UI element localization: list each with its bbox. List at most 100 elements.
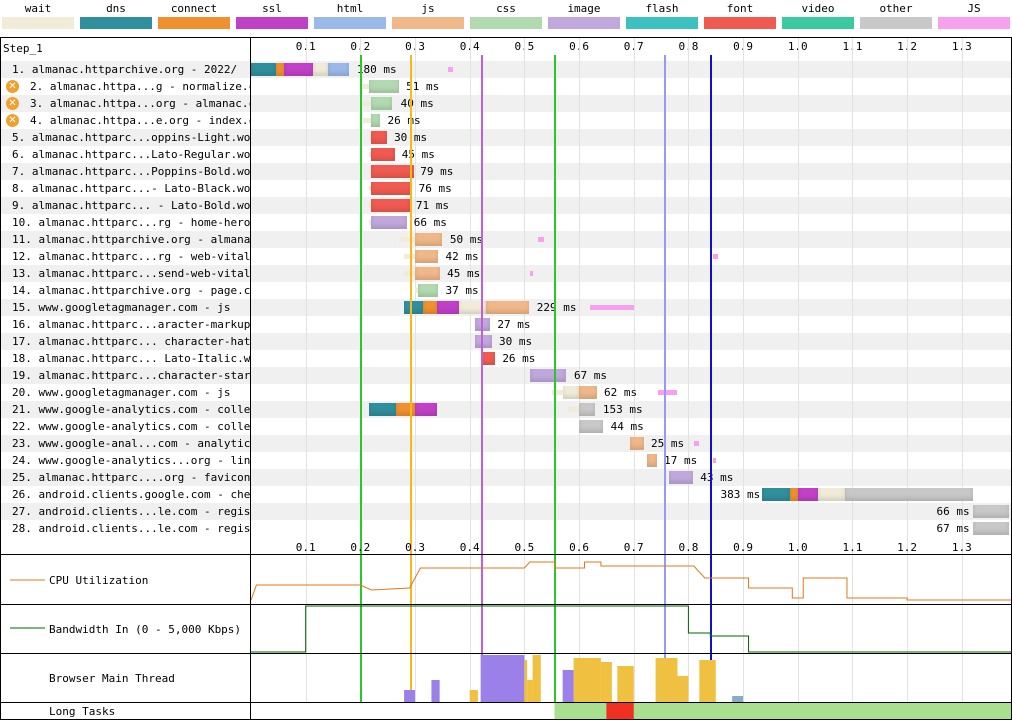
legend-label: flash bbox=[645, 2, 679, 15]
tick-label: 0.6 bbox=[569, 541, 589, 554]
label-divider bbox=[250, 37, 251, 720]
request-label: 6. almanac.httparc...Lato-Regular.woff2 bbox=[12, 148, 250, 161]
request-row[interactable]: 27. android.clients...le.com - register3 bbox=[0, 503, 1012, 520]
request-row[interactable]: 13. almanac.httparc...send-web-vitals.js bbox=[0, 265, 1012, 282]
timing-segment bbox=[529, 369, 567, 382]
request-label: 19. almanac.httparc...character-star.png bbox=[12, 369, 250, 382]
request-row[interactable]: ✕ 3. almanac.httpa...org - almanac.css bbox=[0, 95, 1012, 112]
request-label: 13. almanac.httparc...send-web-vitals.js bbox=[12, 267, 250, 280]
request-row[interactable]: 8. almanac.httparc...- Lato-Black.woff2 bbox=[0, 180, 1012, 197]
request-row[interactable]: 16. almanac.httparc...aracter-markup.png bbox=[0, 316, 1012, 333]
milestone-line bbox=[360, 55, 363, 702]
tick-label: 0.7 bbox=[623, 541, 644, 554]
request-duration: 44 ms bbox=[610, 420, 644, 433]
request-duration: 37 ms bbox=[445, 284, 479, 297]
request-row[interactable]: 10. almanac.httparc...rg - home-hero.png bbox=[0, 214, 1012, 231]
request-label: 18. almanac.httparc... Lato-Italic.woff2 bbox=[12, 352, 250, 365]
timing-segment bbox=[404, 254, 415, 259]
legend-swatch bbox=[2, 17, 74, 29]
request-row[interactable]: 7. almanac.httparc...Poppins-Bold.woff2 bbox=[0, 163, 1012, 180]
request-row[interactable]: 19. almanac.httparc...character-star.png bbox=[0, 367, 1012, 384]
timing-segment bbox=[475, 335, 492, 348]
request-label: 20. www.googletagmanager.com - js bbox=[12, 386, 231, 399]
timing-segment bbox=[398, 237, 416, 242]
request-label: 25. almanac.httparc....org - favicon.ico bbox=[12, 471, 250, 484]
request-row[interactable]: 28. android.clients...le.com - register3 bbox=[0, 520, 1012, 537]
request-duration: 66 ms bbox=[936, 505, 970, 518]
request-label: 11. almanac.httparchive.org - almanac.js bbox=[12, 233, 250, 246]
request-row[interactable]: 22. www.google-analytics.com - collect bbox=[0, 418, 1012, 435]
legend-label: image bbox=[567, 2, 601, 15]
legend-swatch bbox=[80, 17, 152, 29]
request-row[interactable]: 12. almanac.httparc...rg - web-vitals.js bbox=[0, 248, 1012, 265]
request-label: 5. almanac.httparc...oppins-Light.woff2 bbox=[12, 131, 250, 144]
cpu-utilization-line bbox=[250, 561, 1011, 601]
request-duration: 180 ms bbox=[356, 63, 397, 76]
gridline bbox=[743, 38, 744, 702]
request-row[interactable]: 24. www.google-analytics...org - linkid.… bbox=[0, 452, 1012, 469]
request-label: 17. almanac.httparc... character-hat.png bbox=[12, 335, 250, 348]
gridline bbox=[579, 38, 580, 702]
request-row[interactable]: 18. almanac.httparc... Lato-Italic.woff2 bbox=[0, 350, 1012, 367]
timing-segment bbox=[423, 301, 437, 314]
main-thread-panel-label: Browser Main Thread bbox=[49, 672, 175, 685]
legend-swatch bbox=[704, 17, 776, 29]
timing-segment bbox=[789, 488, 798, 501]
request-row[interactable]: 20. www.googletagmanager.com - js bbox=[0, 384, 1012, 401]
legend-label: html bbox=[336, 2, 364, 15]
gridline bbox=[962, 38, 963, 702]
warning-icon: ✕ bbox=[6, 80, 19, 93]
request-row[interactable]: 9. almanac.httparc... - Lato-Bold.woff2 bbox=[0, 197, 1012, 214]
request-row[interactable]: ✕ 2. almanac.httpa...g - normalize.css bbox=[0, 78, 1012, 95]
request-row[interactable]: 11. almanac.httparchive.org - almanac.js bbox=[0, 231, 1012, 248]
request-duration: 26 ms bbox=[387, 114, 421, 127]
request-row[interactable]: 17. almanac.httparc... character-hat.png bbox=[0, 333, 1012, 350]
request-row[interactable]: 21. www.google-analytics.com - collect bbox=[0, 401, 1012, 418]
request-label: 2. almanac.httpa...g - normalize.css bbox=[30, 80, 250, 93]
request-row[interactable]: 25. almanac.httparc....org - favicon.ico bbox=[0, 469, 1012, 486]
request-row[interactable]: 6. almanac.httparc...Lato-Regular.woff2 bbox=[0, 146, 1012, 163]
tick-label: 1.1 bbox=[842, 541, 863, 554]
legend-label: other bbox=[879, 2, 913, 15]
timing-segment bbox=[371, 131, 388, 144]
timing-segment bbox=[486, 301, 530, 314]
request-label: 26. android.clients.google.com - checkin bbox=[12, 488, 250, 501]
request-label: 3. almanac.httpa...org - almanac.css bbox=[30, 97, 250, 110]
timing-segment bbox=[436, 301, 459, 314]
timing-segment bbox=[579, 386, 597, 399]
request-row[interactable]: ✕ 4. almanac.httpa...e.org - index.css bbox=[0, 112, 1012, 129]
main-thread-activity bbox=[524, 660, 528, 702]
timing-segment bbox=[371, 148, 396, 161]
long-task-highlight bbox=[606, 703, 634, 719]
request-duration: 62 ms bbox=[604, 386, 638, 399]
request-label: 28. android.clients...le.com - register3 bbox=[12, 522, 250, 535]
gridline bbox=[524, 38, 525, 702]
step-label: Step_1 bbox=[3, 42, 43, 55]
request-duration: 67 ms bbox=[936, 522, 970, 535]
request-duration: 17 ms bbox=[664, 454, 698, 467]
timing-segment bbox=[404, 301, 424, 314]
gridline bbox=[470, 38, 471, 702]
warning-icon: ✕ bbox=[6, 97, 19, 110]
request-row[interactable]: 14. almanac.httparchive.org - page.css bbox=[0, 282, 1012, 299]
main-thread-activity bbox=[573, 658, 601, 702]
timing-segment bbox=[529, 271, 533, 276]
legend-label: video bbox=[801, 2, 835, 15]
request-label: 9. almanac.httparc... - Lato-Bold.woff2 bbox=[12, 199, 250, 212]
timing-segment bbox=[713, 458, 716, 463]
request-row[interactable]: 26. android.clients.google.com - checkin bbox=[0, 486, 1012, 503]
timing-segment bbox=[797, 488, 818, 501]
legend-label: js bbox=[421, 2, 435, 15]
panel-divider bbox=[0, 702, 1012, 703]
timing-segment bbox=[658, 390, 678, 395]
request-duration: 229 ms bbox=[536, 301, 577, 314]
request-duration: 79 ms bbox=[420, 165, 454, 178]
request-label: 12. almanac.httparc...rg - web-vitals.js bbox=[12, 250, 250, 263]
border-left bbox=[0, 37, 1, 720]
request-label: 4. almanac.httpa...e.org - index.css bbox=[30, 114, 250, 127]
timing-segment bbox=[368, 186, 372, 191]
request-row[interactable]: 23. www.google-anal...com - analytics.js bbox=[0, 435, 1012, 452]
request-row[interactable]: 5. almanac.httparc...oppins-Light.woff2 bbox=[0, 129, 1012, 146]
timing-segment bbox=[371, 216, 407, 229]
